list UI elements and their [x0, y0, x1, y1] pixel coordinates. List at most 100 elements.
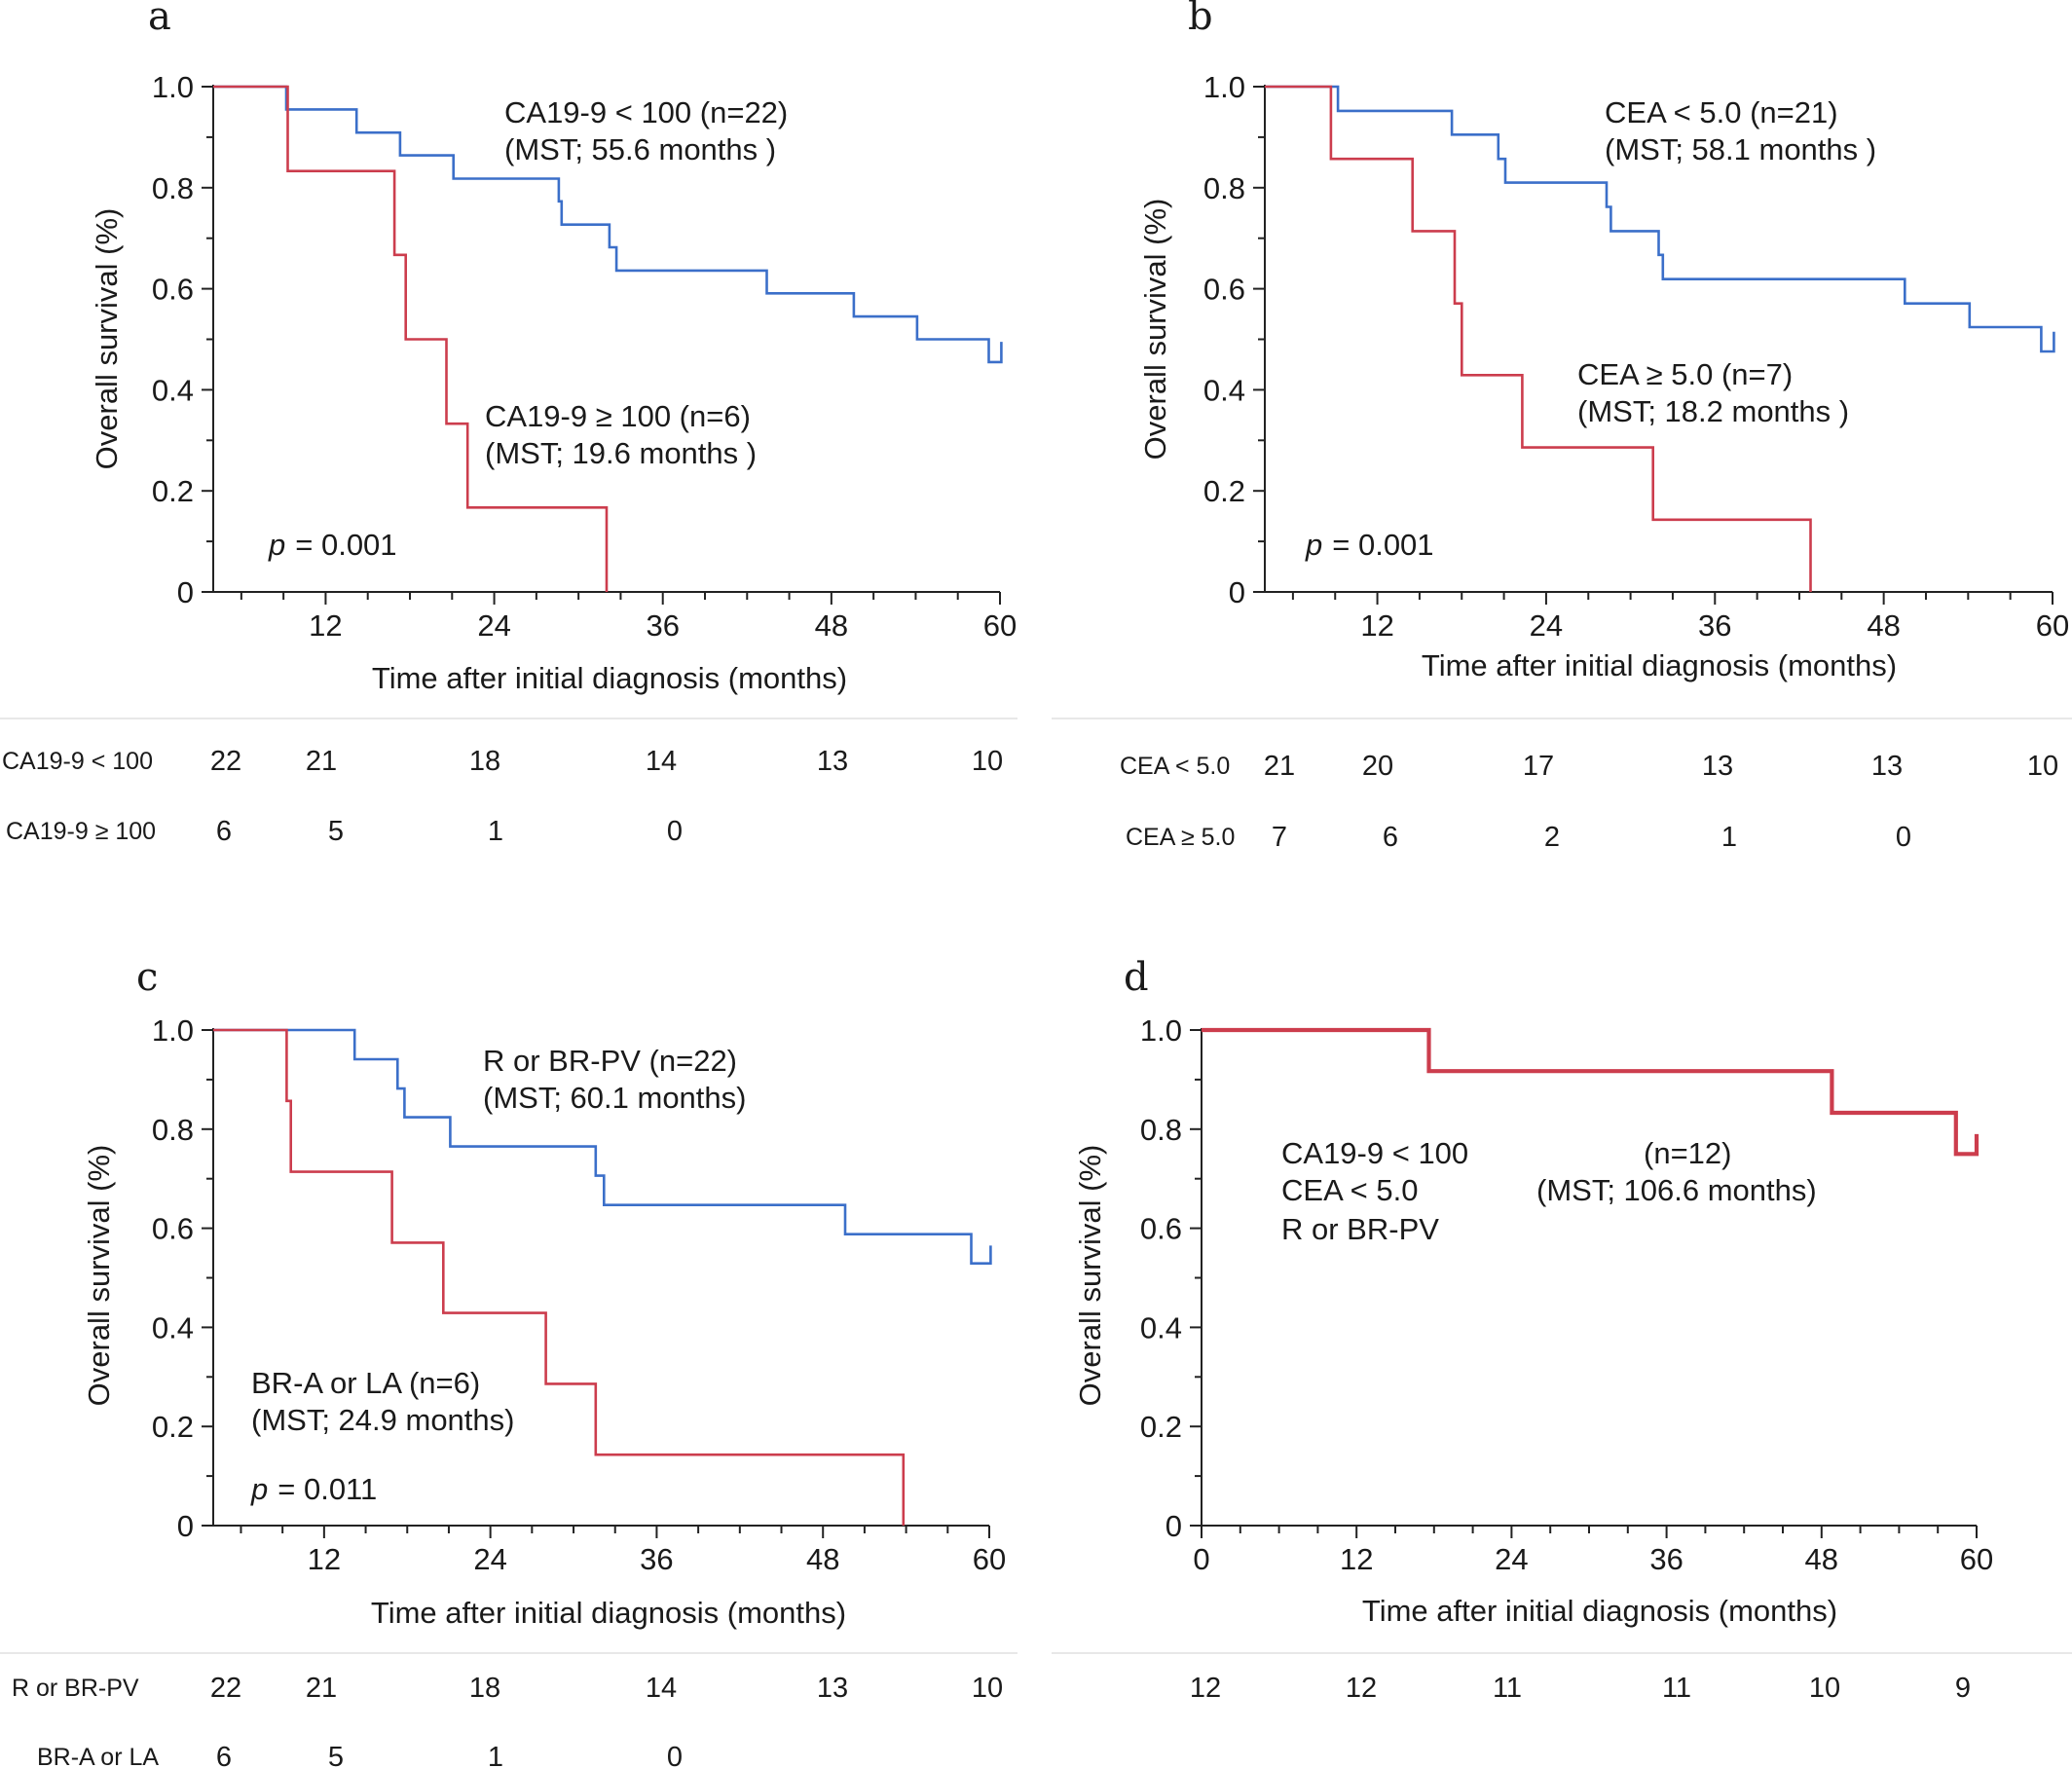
risk-b-low-5: 10: [2027, 751, 2058, 782]
risk-c-high-0: 6: [216, 1742, 232, 1768]
y-tick-label-d-1: 0.2: [1140, 1410, 1182, 1444]
survival-curve-a-0: [213, 85, 1003, 364]
annotation-a-high-line2: (MST; 19.6 months ): [485, 436, 757, 470]
y-tick-label-c-1: 0.2: [152, 1410, 194, 1444]
y-axis-label-b: Overall survival (%): [1138, 199, 1172, 460]
x-tick-label-d-0: 0: [1193, 1542, 1209, 1576]
risk-a-low-5: 10: [972, 746, 1003, 777]
y-tick-label-d-5: 1.0: [1140, 1013, 1182, 1048]
annotation-d-mst: (MST; 106.6 months): [1536, 1173, 1817, 1207]
risk-c-low-3: 14: [646, 1673, 677, 1704]
risk-d-4: 10: [1809, 1673, 1840, 1704]
y-tick-label-d-0: 0: [1166, 1509, 1182, 1543]
y-tick-label-c-5: 1.0: [152, 1013, 194, 1048]
risk-c-high-2: 1: [488, 1742, 503, 1768]
y-tick-label-c-4: 0.8: [152, 1113, 194, 1147]
y-tick-label-b-5: 1.0: [1203, 70, 1245, 104]
annotation-c-high-line1: BR-A or LA (n=6): [251, 1366, 480, 1400]
annotation-c-high-line2: (MST; 24.9 months): [251, 1403, 514, 1437]
risk-a-low-3: 14: [646, 746, 677, 777]
risk-d-1: 12: [1346, 1673, 1377, 1704]
annotation-c-low-line1: R or BR-PV (n=22): [483, 1044, 737, 1078]
y-tick-label-a-5: 1.0: [152, 70, 194, 104]
risk-c-low-1: 21: [306, 1673, 337, 1704]
risk-label-a-high: CA19-9 ≥ 100: [6, 818, 156, 845]
y-tick-label-d-3: 0.6: [1140, 1212, 1182, 1246]
risk-c-low-4: 13: [817, 1673, 848, 1704]
survival-curve-c-0: [213, 1028, 992, 1265]
y-tick-label-d-2: 0.4: [1140, 1310, 1182, 1344]
plot-c: 0 0.2 0.4 0.6 0.8 1.0 12 24 36 48 60: [152, 1013, 1006, 1576]
risk-label-b-high: CEA ≥ 5.0: [1126, 824, 1235, 851]
plot-a: 0 0.2 0.4 0.6 0.8 1.0 12 24 36 48 60: [152, 70, 1017, 643]
risk-label-c-low: R or BR-PV: [12, 1675, 139, 1702]
risk-c-low-5: 10: [972, 1673, 1003, 1704]
y-tick-label-b-2: 0.4: [1203, 373, 1245, 407]
x-tick-label-b-4: 60: [2036, 608, 2069, 643]
p-number-a: = 0.001: [295, 528, 396, 562]
y-axis-label-c: Overall survival (%): [82, 1145, 116, 1407]
plot-b: 0 0.2 0.4 0.6 0.8 1.0 12 24 36 48 60: [1203, 70, 2069, 643]
risk-a-low-4: 13: [817, 746, 848, 777]
annotation-b-low-line1: CEA < 5.0 (n=21): [1605, 95, 1838, 129]
x-tick-label-a-4: 60: [983, 608, 1017, 643]
risk-c-low-0: 22: [210, 1673, 241, 1704]
p-value-a: p = 0.001: [268, 528, 397, 562]
x-tick-label-b-1: 24: [1530, 608, 1563, 643]
y-tick-label-c-3: 0.6: [152, 1212, 194, 1246]
x-tick-label-d-4: 48: [1805, 1542, 1838, 1576]
y-tick-label-b-3: 0.6: [1203, 273, 1245, 307]
panel-d: d 0 0.2 0.4 0.6 0.8 1.0 0 12 24 36 48 60 Time after…: [1073, 955, 1993, 1704]
y-axis-label-a: Overall survival (%): [90, 208, 124, 470]
p-number-b: = 0.001: [1332, 528, 1433, 562]
y-tick-label-a-2: 0.4: [152, 373, 194, 407]
y-tick-label-b-0: 0: [1229, 575, 1245, 609]
risk-b-high-1: 6: [1383, 822, 1398, 853]
risk-b-low-3: 13: [1702, 751, 1733, 782]
x-tick-label-c-1: 24: [473, 1542, 506, 1576]
x-tick-label-d-3: 36: [1649, 1542, 1683, 1576]
annotation-c-low-line2: (MST; 60.1 months): [483, 1081, 746, 1115]
x-tick-label-d-1: 12: [1340, 1542, 1373, 1576]
annotation-b-high-line1: CEA ≥ 5.0 (n=7): [1577, 357, 1793, 391]
panel-b: b 00.20.40.60.81.012 24 36 48 60 Time after …: [1120, 0, 2069, 853]
risk-label-b-low: CEA < 5.0: [1120, 753, 1230, 780]
y-tick-label-b-4: 0.8: [1203, 171, 1245, 205]
survival-curve-d-0: [1202, 1027, 1980, 1157]
y-tick-label-a-4: 0.8: [152, 171, 194, 205]
x-tick-label-d-2: 24: [1495, 1542, 1528, 1576]
x-tick-label-b-0: 12: [1360, 608, 1393, 643]
x-tick-label-a-3: 48: [815, 608, 848, 643]
panel-letter-a: a: [148, 0, 171, 39]
p-value-b: p = 0.001: [1305, 528, 1434, 562]
p-number-c: = 0.011: [278, 1472, 377, 1506]
x-tick-label-b-3: 48: [1867, 608, 1900, 643]
risk-b-low-1: 20: [1362, 751, 1393, 782]
risk-label-c-high: BR-A or LA: [37, 1744, 159, 1768]
annotation-d-line2: CEA < 5.0: [1281, 1173, 1418, 1207]
annotation-b-low-line2: (MST; 58.1 months ): [1605, 132, 1876, 166]
y-tick-label-b-1: 0.2: [1203, 474, 1245, 508]
plot-d: 0 0.2 0.4 0.6 0.8 1.0 0 12 24 36 48 60: [1140, 1013, 1993, 1576]
x-tick-label-c-4: 60: [973, 1542, 1006, 1576]
y-tick-label-d-4: 0.8: [1140, 1113, 1182, 1147]
x-axis-label-a: Time after initial diagnosis (months): [372, 661, 847, 695]
survival-curve-c-1: [213, 1028, 906, 1526]
x-tick-label-c-0: 12: [308, 1542, 341, 1576]
risk-a-high-3: 0: [667, 816, 683, 847]
y-axis-label-d: Overall survival (%): [1073, 1145, 1107, 1407]
x-axis-label-c: Time after initial diagnosis (months): [371, 1596, 846, 1630]
y-tick-label-c-2: 0.4: [152, 1310, 194, 1344]
p-symbol-b: p: [1305, 528, 1322, 562]
risk-b-high-2: 2: [1544, 822, 1560, 853]
risk-d-5: 9: [1955, 1673, 1971, 1704]
risk-c-high-3: 0: [667, 1742, 683, 1768]
risk-a-low-0: 22: [210, 746, 241, 777]
annotation-a-low-line2: (MST; 55.6 months ): [504, 132, 776, 166]
x-tick-label-c-2: 36: [640, 1542, 673, 1576]
panel-letter-c: c: [136, 955, 158, 1000]
risk-b-high-0: 7: [1272, 822, 1287, 853]
risk-d-2: 11: [1493, 1673, 1522, 1704]
risk-c-low-2: 18: [469, 1673, 500, 1704]
